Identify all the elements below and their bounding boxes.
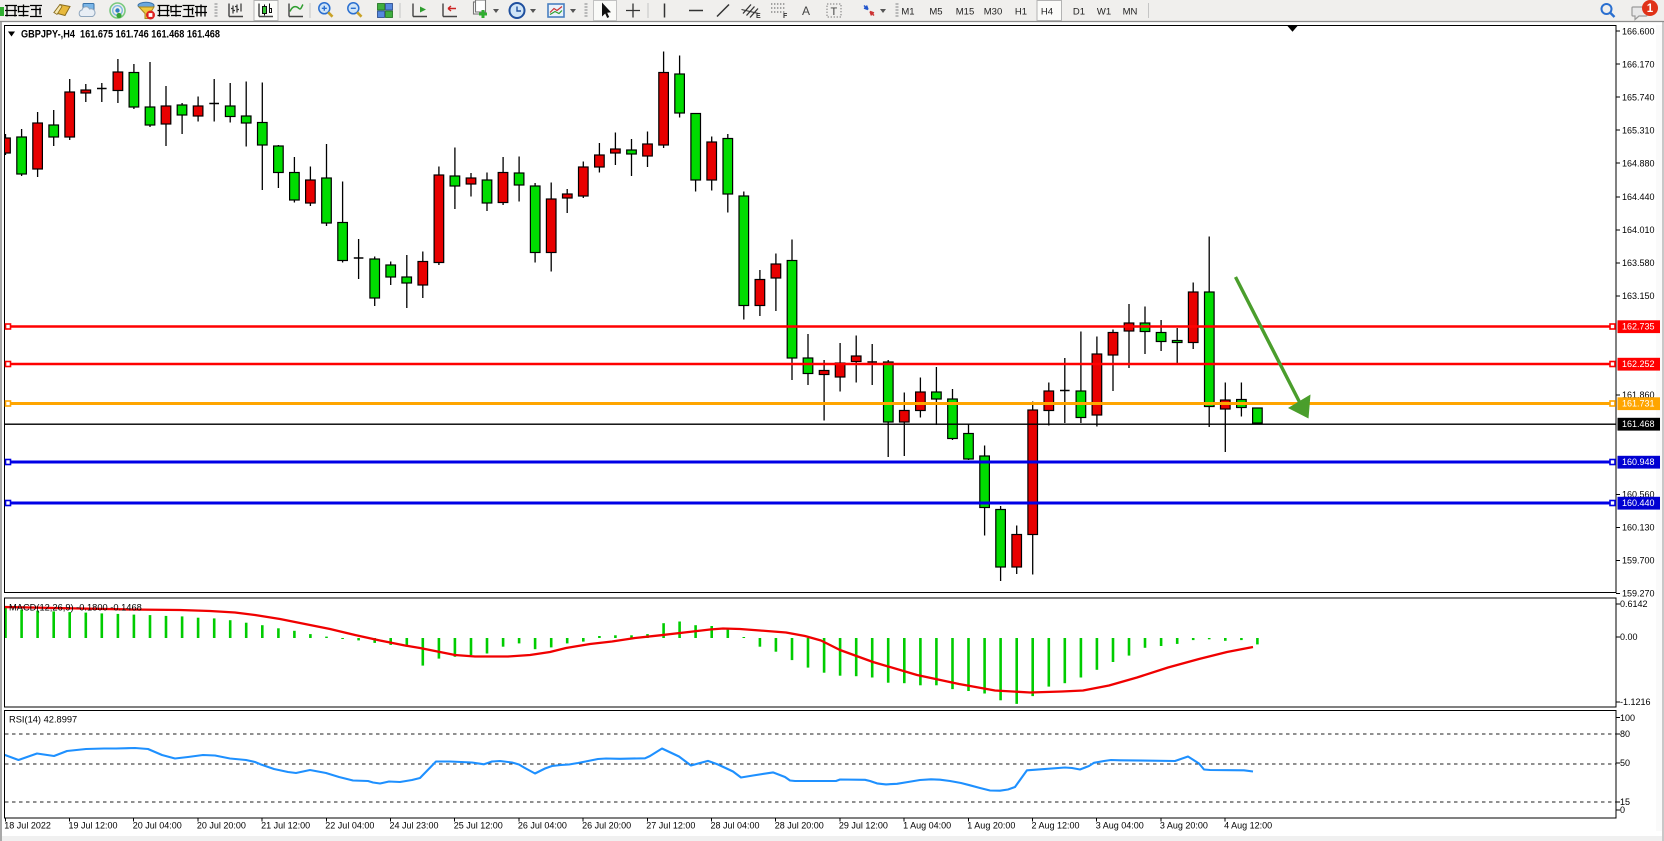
- svg-text:M5: M5: [929, 7, 942, 18]
- svg-text:165.310: 165.310: [1622, 125, 1655, 135]
- svg-text:T: T: [831, 6, 838, 18]
- svg-text:27 Jul 12:00: 27 Jul 12:00: [646, 821, 695, 831]
- svg-text:28 Jul 20:00: 28 Jul 20:00: [775, 821, 824, 831]
- svg-text:2 Aug 12:00: 2 Aug 12:00: [1032, 821, 1080, 831]
- svg-text:164.880: 164.880: [1622, 158, 1655, 168]
- svg-text:A: A: [802, 4, 810, 18]
- svg-text:0.6142: 0.6142: [1620, 599, 1648, 609]
- svg-text:MN: MN: [1123, 7, 1138, 18]
- svg-text:50: 50: [1620, 758, 1630, 768]
- svg-text:25 Jul 12:00: 25 Jul 12:00: [454, 821, 503, 831]
- svg-text:159.700: 159.700: [1622, 556, 1655, 566]
- svg-text:164.440: 164.440: [1622, 192, 1655, 202]
- svg-text:0: 0: [1620, 805, 1625, 815]
- svg-text:28 Jul 04:00: 28 Jul 04:00: [711, 821, 760, 831]
- svg-text:24 Jul 23:00: 24 Jul 23:00: [390, 821, 439, 831]
- svg-text:H4: H4: [1041, 7, 1053, 18]
- svg-text:W1: W1: [1097, 7, 1111, 18]
- svg-text:3 Aug 04:00: 3 Aug 04:00: [1096, 821, 1144, 831]
- svg-text:-1.1216: -1.1216: [1620, 697, 1651, 707]
- svg-text:20 Jul 04:00: 20 Jul 04:00: [133, 821, 182, 831]
- svg-text:160.130: 160.130: [1622, 523, 1655, 533]
- svg-text:20 Jul 20:00: 20 Jul 20:00: [197, 821, 246, 831]
- svg-text:80: 80: [1620, 729, 1630, 739]
- svg-text:163.150: 163.150: [1622, 291, 1655, 301]
- svg-text:162.735: 162.735: [1622, 322, 1655, 332]
- svg-text:GBPJPY-,H4 161.675 161.746 16: GBPJPY-,H4 161.675 161.746 161.468 161.4…: [21, 29, 220, 41]
- svg-text:H1: H1: [1015, 7, 1027, 18]
- svg-text:E: E: [756, 13, 761, 20]
- svg-text:100: 100: [1620, 713, 1635, 723]
- svg-text:22 Jul 04:00: 22 Jul 04:00: [325, 821, 374, 831]
- svg-text:159.270: 159.270: [1622, 589, 1655, 599]
- svg-text:4 Aug 12:00: 4 Aug 12:00: [1224, 821, 1272, 831]
- svg-text:19 Jul 12:00: 19 Jul 12:00: [69, 821, 118, 831]
- svg-text:161.468: 161.468: [1622, 419, 1655, 429]
- svg-text:M15: M15: [956, 7, 974, 18]
- svg-text:161.860: 161.860: [1622, 390, 1655, 400]
- svg-text:163.580: 163.580: [1622, 258, 1655, 268]
- svg-text:RSI(14) 42.8997: RSI(14) 42.8997: [9, 715, 77, 725]
- svg-text:162.252: 162.252: [1622, 359, 1655, 369]
- svg-text:161.731: 161.731: [1622, 399, 1655, 409]
- svg-text:1: 1: [1647, 3, 1654, 15]
- svg-text:MACD(12,26,9) -0.1800 -0.1468: MACD(12,26,9) -0.1800 -0.1468: [9, 603, 142, 613]
- svg-text:29 Jul 12:00: 29 Jul 12:00: [839, 821, 888, 831]
- svg-text:165.740: 165.740: [1622, 92, 1655, 102]
- svg-text:1 Aug 04:00: 1 Aug 04:00: [903, 821, 951, 831]
- svg-text:166.600: 166.600: [1622, 26, 1655, 36]
- svg-text:M30: M30: [984, 7, 1002, 18]
- svg-text:D1: D1: [1073, 7, 1085, 18]
- svg-text:160.440: 160.440: [1622, 498, 1655, 508]
- svg-text:26 Jul 20:00: 26 Jul 20:00: [582, 821, 631, 831]
- svg-text:15: 15: [1620, 797, 1630, 807]
- svg-text:1 Aug 20:00: 1 Aug 20:00: [967, 821, 1015, 831]
- svg-text:0.00: 0.00: [1620, 632, 1638, 642]
- svg-text:166.170: 166.170: [1622, 59, 1655, 69]
- svg-text:18 Jul 2022: 18 Jul 2022: [4, 821, 51, 831]
- svg-text:F: F: [783, 13, 788, 20]
- svg-text:21 Jul 12:00: 21 Jul 12:00: [261, 821, 310, 831]
- svg-text:160.560: 160.560: [1622, 490, 1655, 500]
- svg-text:26 Jul 04:00: 26 Jul 04:00: [518, 821, 567, 831]
- svg-text:160.948: 160.948: [1622, 457, 1655, 467]
- svg-text:3 Aug 20:00: 3 Aug 20:00: [1160, 821, 1208, 831]
- svg-text:164.010: 164.010: [1622, 225, 1655, 235]
- svg-text:M1: M1: [901, 7, 914, 18]
